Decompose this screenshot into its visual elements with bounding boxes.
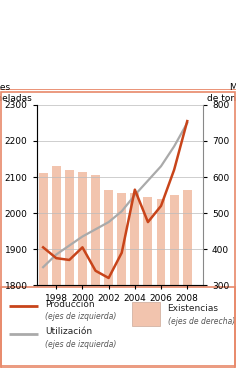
- Bar: [78, 171, 87, 285]
- Text: cereales: cereales: [14, 58, 60, 68]
- Text: (ejes de derecha): (ejes de derecha): [168, 317, 235, 326]
- Text: y existencias mundiales de: y existencias mundiales de: [14, 34, 162, 44]
- Text: Existencias: Existencias: [168, 304, 219, 312]
- Bar: [170, 195, 179, 285]
- Bar: [104, 190, 113, 285]
- Bar: [39, 173, 48, 285]
- Bar: [117, 193, 126, 285]
- Text: Figura 1.: Figura 1.: [14, 11, 69, 21]
- Text: Utilización: Utilización: [45, 327, 92, 336]
- Text: Millones
de toneladas: Millones de toneladas: [0, 83, 32, 103]
- Bar: [183, 190, 192, 285]
- Bar: [143, 197, 152, 285]
- Text: (ejes de izquierda): (ejes de izquierda): [45, 312, 116, 322]
- Text: Millones
de toneladas: Millones de toneladas: [207, 83, 236, 103]
- Bar: [52, 166, 61, 285]
- Bar: [132, 302, 160, 326]
- Text: Producción: Producción: [45, 300, 94, 308]
- Bar: [91, 175, 100, 285]
- Bar: [156, 199, 165, 285]
- Bar: [65, 170, 74, 285]
- Text: (ejes de izquierda): (ejes de izquierda): [45, 340, 116, 349]
- Text: Producción, utilización: Producción, utilización: [79, 11, 205, 21]
- Bar: [130, 193, 139, 285]
